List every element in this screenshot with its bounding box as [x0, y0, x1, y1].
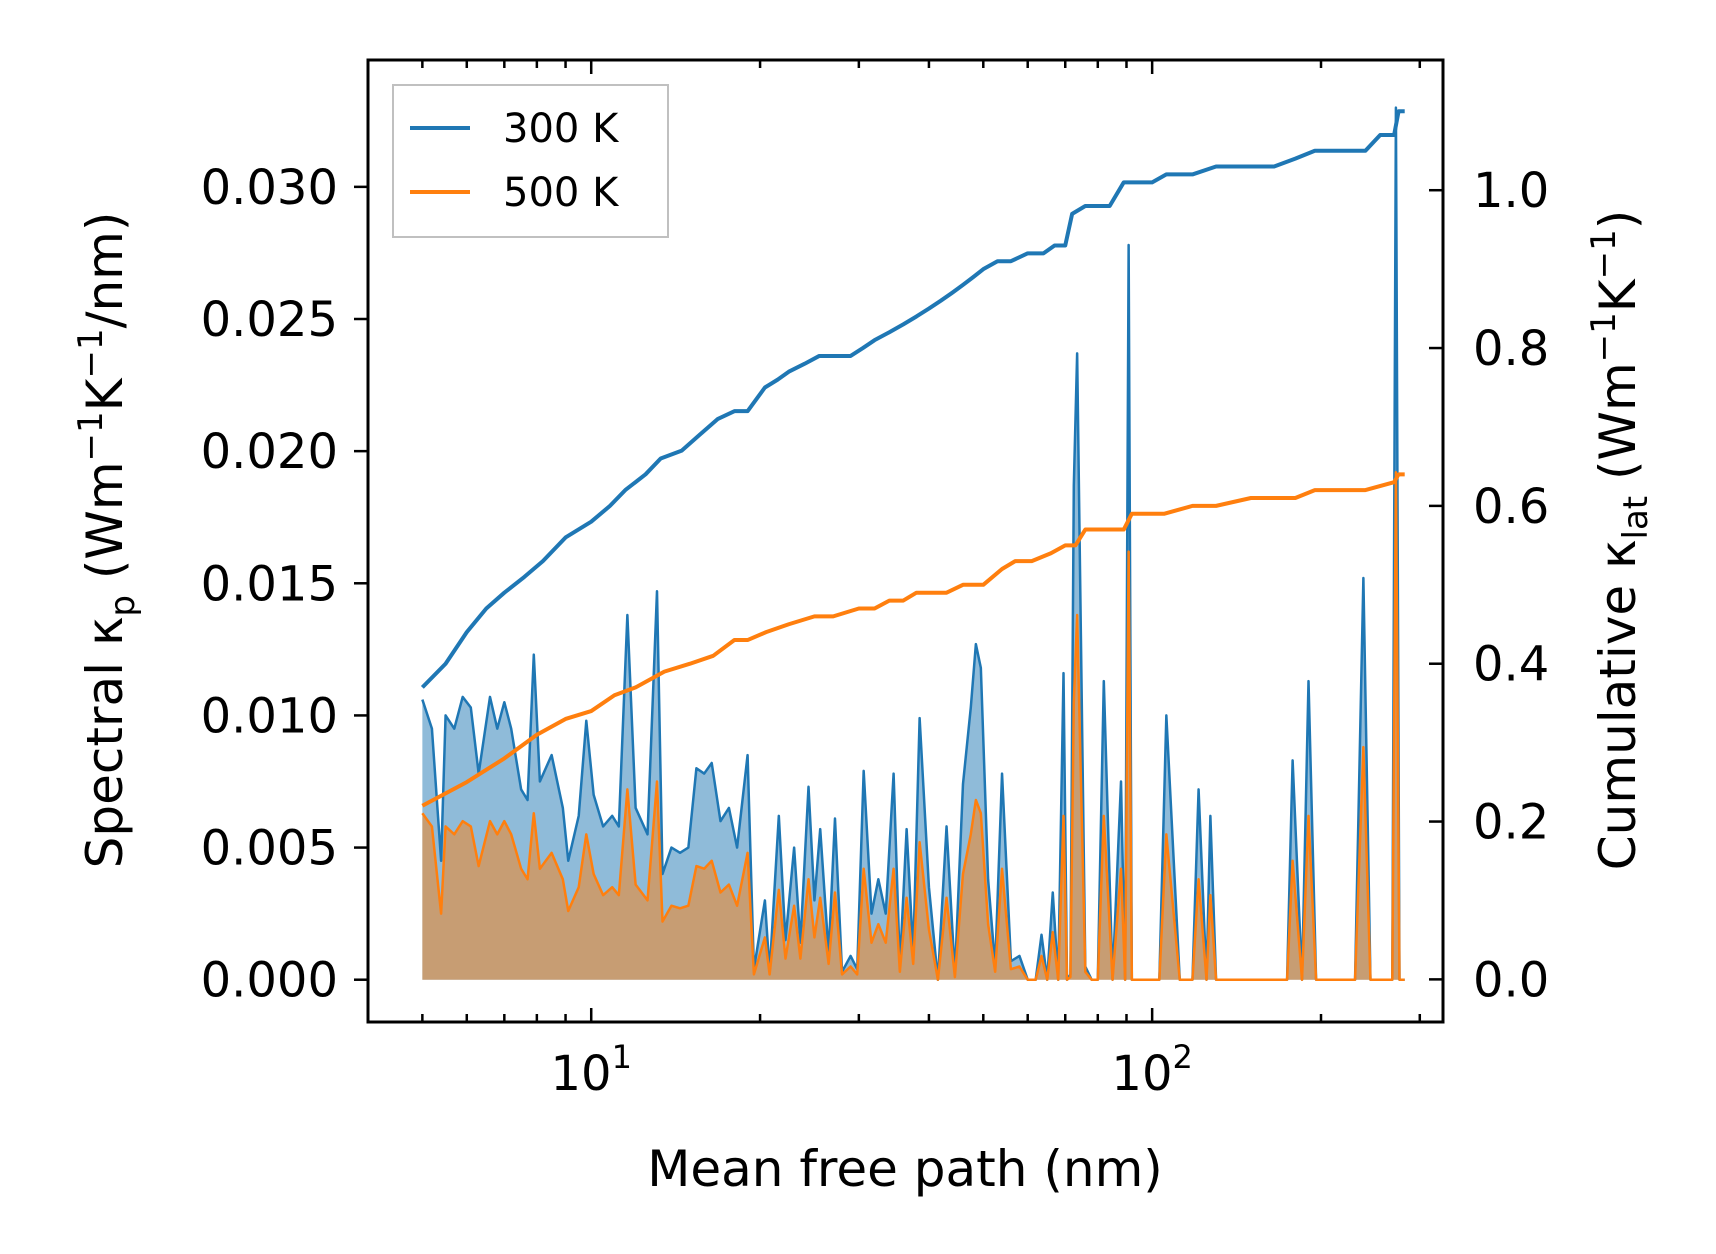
cumulative-line-300k — [420, 109, 1405, 689]
y-right-tick-label: 0.4 — [1473, 637, 1549, 693]
y-left-tick-label: 0.020 — [201, 424, 338, 480]
y-axis-left-title: Spectral κp (Wm−1K−1/nm) — [71, 212, 143, 869]
y-left-tick-label: 0.005 — [201, 821, 338, 877]
spectral-area-300k — [422, 107, 1405, 980]
y-left-tick-label: 0.015 — [201, 556, 338, 612]
y-right-tick-label: 0.6 — [1473, 479, 1549, 535]
cumulative-series-layer — [420, 109, 1405, 808]
legend: 300 K 500 K — [392, 84, 669, 238]
y-left-tick-label: 0.030 — [201, 160, 338, 216]
legend-label-500k: 500 K — [503, 170, 620, 216]
y-right-tick-label: 0.2 — [1473, 795, 1549, 851]
x-axis-title: Mean free path (nm) — [647, 1140, 1163, 1198]
y-right-tick-label: 1.0 — [1473, 163, 1549, 219]
spectral-line-500k — [421, 471, 1405, 981]
spectral-line-300k — [421, 106, 1405, 981]
x-tick-label: 101 — [550, 1038, 631, 1102]
y-left-tick-label: 0.010 — [201, 688, 338, 744]
x-tick-label: 102 — [1111, 1038, 1192, 1102]
y-right-tick-label: 0.0 — [1473, 952, 1549, 1008]
spectral-area-500k — [422, 472, 1405, 980]
y-left-tick-label: 0.000 — [201, 953, 338, 1009]
y-right-tick-label: 0.8 — [1473, 321, 1549, 377]
cumulative-line-500k — [421, 472, 1405, 808]
y-left-tick-label: 0.025 — [201, 292, 338, 348]
axis-ticks: 101 1020.0000.0050.0100.0150.0200.0250.03… — [201, 60, 1549, 1102]
spectral-series-layer — [421, 106, 1405, 981]
legend-label-300k: 300 K — [503, 106, 620, 152]
y-axis-right-title: Cumulative κlat (Wm−1K−1) — [1584, 210, 1656, 870]
legend-box — [392, 84, 669, 238]
plot-frame — [366, 58, 1445, 1024]
